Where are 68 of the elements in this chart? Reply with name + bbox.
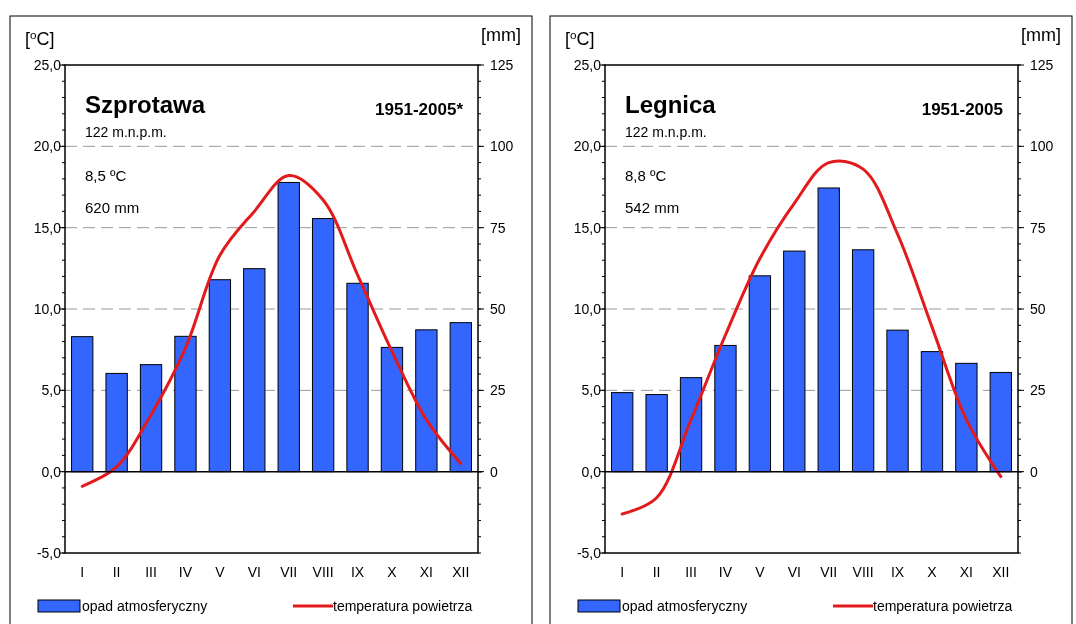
text: Szprotawa <box>85 91 206 118</box>
y-tick-label: 15,0 <box>573 219 602 236</box>
y2-tick-label: 125 <box>490 57 514 73</box>
x-tick-label: IX <box>890 564 905 580</box>
y-tick-label: 15,0 <box>33 219 62 236</box>
x-tick-label: VI <box>247 564 261 580</box>
annotation: 1951-2005 <box>921 100 1003 119</box>
x-tick-label: XII <box>992 564 1010 580</box>
x-tick-label: III <box>685 564 697 580</box>
x-tick-label: XI <box>419 564 433 580</box>
y2-tick-label: 0 <box>1030 463 1038 480</box>
y-tick-label: 20,0 <box>573 138 602 155</box>
x-tick-label: II <box>652 564 661 580</box>
x-tick-label: V <box>755 564 766 580</box>
annotation: 1951-2005* <box>375 100 464 119</box>
y-tick-label: 5,0 <box>581 382 602 399</box>
x-tick-label: IV <box>178 564 193 580</box>
y-tick-label: 25,0 <box>33 57 62 73</box>
x-tick-label: XI <box>959 564 973 580</box>
legend-label: opad atmosferyczny <box>82 598 208 614</box>
x-tick-label: II <box>112 564 121 580</box>
y-axis-title: [$^{o}$C] <box>25 27 55 49</box>
annotation: 8,5 ºC <box>85 167 127 184</box>
y2-tick-label: 25 <box>1030 382 1046 399</box>
annotation: 8,8 ºC <box>625 167 667 184</box>
y-tick-label: 5,0 <box>41 382 62 399</box>
x-tick-label: VI <box>787 564 801 580</box>
x-tick-label: VII <box>820 564 838 580</box>
x-tick-label: VIII <box>312 564 334 580</box>
x-tick-label: IX <box>350 564 365 580</box>
y-tick-label: 10,0 <box>573 301 602 317</box>
annotation: 620 mm <box>85 199 140 216</box>
y2-tick-label: 50 <box>1030 301 1046 317</box>
x-tick-label: X <box>387 564 398 580</box>
x-tick-label: VII <box>280 564 298 580</box>
y-tick-label: 0,0 <box>41 463 62 480</box>
x-tick-label: V <box>215 564 226 580</box>
x-tick-label: XII <box>452 564 470 580</box>
y2-tick-label: 75 <box>1030 219 1046 236</box>
y2-axis-title: [mm] <box>1021 25 1061 45</box>
y-tick-label: 20,0 <box>33 138 62 155</box>
x-tick-label: I <box>80 564 85 580</box>
y2-tick-label: 100 <box>1030 138 1054 155</box>
x-tick-label: I <box>620 564 625 580</box>
legend-label: temperatura powietrza <box>333 598 473 614</box>
y2-tick-label: 75 <box>490 219 506 236</box>
y-axis-title: [$^{o}$C] <box>565 27 595 49</box>
y2-tick-label: 100 <box>490 138 514 155</box>
y2-tick-label: 125 <box>1030 57 1054 73</box>
y2-tick-label: 0 <box>490 463 498 480</box>
x-tick-label: III <box>145 564 157 580</box>
x-tick-label: VIII <box>852 564 874 580</box>
y2-tick-label: 25 <box>490 382 506 399</box>
y-tick-label: -5,0 <box>36 545 62 561</box>
x-tick-label: X <box>927 564 938 580</box>
y2-tick-label: 50 <box>490 301 506 317</box>
y-tick-label: 10,0 <box>33 301 62 317</box>
text: Legnica <box>625 91 717 118</box>
legend-label: temperatura powietrza <box>873 598 1013 614</box>
annotation: 122 m.n.p.m. <box>85 124 167 140</box>
y-tick-label: -5,0 <box>576 545 602 561</box>
annotation: 122 m.n.p.m. <box>625 124 707 140</box>
annotation: 542 mm <box>625 199 680 216</box>
legend-label: opad atmosferyczny <box>622 598 748 614</box>
y-tick-label: 25,0 <box>573 57 602 73</box>
y2-axis-title: [mm] <box>481 25 521 45</box>
x-tick-label: IV <box>718 564 733 580</box>
y-tick-label: 0,0 <box>581 463 602 480</box>
